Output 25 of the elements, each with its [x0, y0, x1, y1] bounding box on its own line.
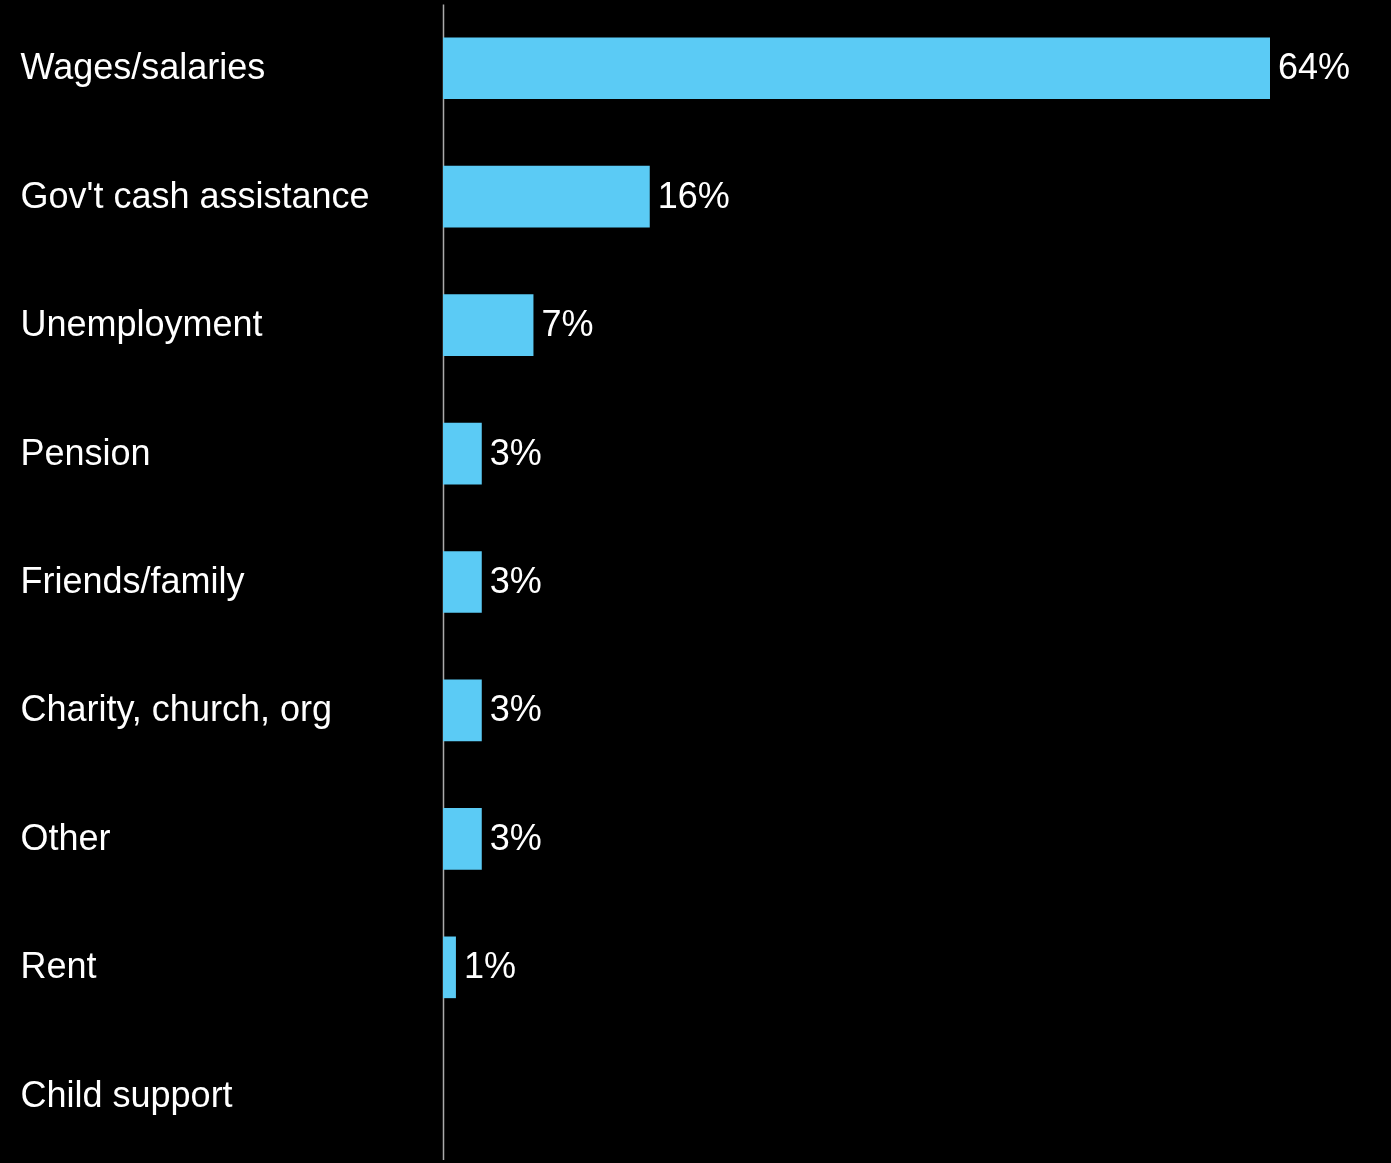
data-label: 16%	[657, 174, 730, 216]
bar	[443, 808, 482, 870]
y-tick-label: Wages/salaries	[20, 46, 266, 88]
data-label: 3%	[489, 431, 542, 473]
bar	[443, 936, 456, 999]
bar	[443, 37, 1270, 100]
y-tick-label: Other	[20, 816, 111, 858]
bar	[443, 422, 482, 485]
bar	[443, 679, 482, 742]
data-label: 3%	[489, 688, 542, 730]
bar	[443, 165, 650, 228]
y-tick-label: Unemployment	[20, 303, 263, 345]
y-tick-label: Child support	[20, 1073, 233, 1115]
y-tick-label: Friends/family	[20, 560, 245, 601]
data-label: 7%	[541, 303, 594, 345]
data-label: 64%	[1278, 46, 1351, 88]
y-tick-label: Gov't cash assistance	[20, 174, 370, 216]
y-tick-label: Charity, church, org	[20, 688, 332, 730]
data-label: 3%	[489, 560, 542, 601]
y-tick-label: Rent	[20, 945, 97, 987]
bar	[443, 551, 482, 613]
data-label: 3%	[489, 816, 542, 858]
data-label: 1%	[463, 945, 516, 987]
bar	[443, 294, 534, 356]
y-tick-label: Pension	[20, 431, 151, 473]
